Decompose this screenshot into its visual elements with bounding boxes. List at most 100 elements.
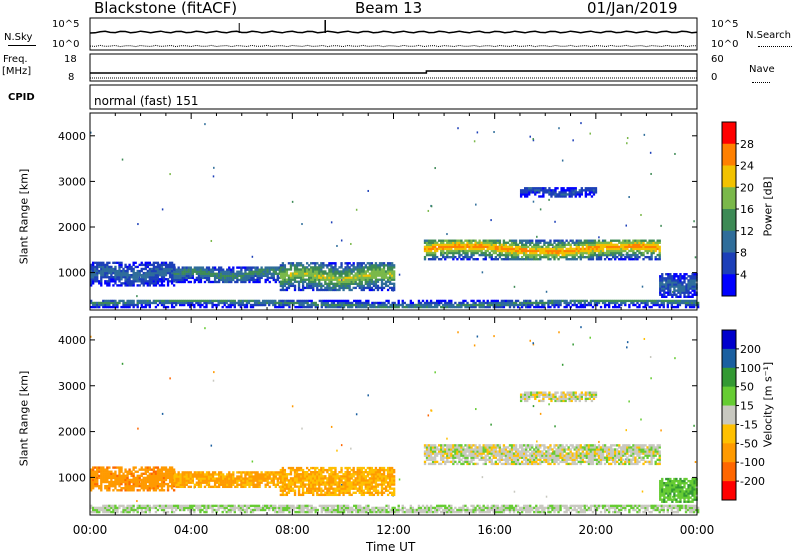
power-cell xyxy=(386,280,390,283)
power-cell xyxy=(367,299,370,303)
power-cell xyxy=(583,249,587,253)
velocity-cell xyxy=(112,480,115,484)
power-cell xyxy=(626,239,629,242)
power-cell xyxy=(282,299,285,303)
velocity-cell xyxy=(350,475,353,478)
power-cell xyxy=(446,301,449,305)
power-cell xyxy=(266,266,269,269)
power-cell xyxy=(106,269,109,273)
velocity-cell xyxy=(264,485,267,489)
power-cell xyxy=(261,299,265,303)
velocity-cell xyxy=(137,427,139,430)
power-cell xyxy=(649,151,652,154)
power-cell xyxy=(671,279,674,282)
velocity-cell xyxy=(110,476,113,480)
velocity-cell xyxy=(312,493,315,497)
velocity-cell xyxy=(126,476,129,480)
velocity-cell xyxy=(108,474,111,478)
power-cell xyxy=(648,247,651,251)
power-cell xyxy=(295,272,299,275)
power-cell xyxy=(140,280,143,283)
power-cell xyxy=(540,195,543,198)
power-cell xyxy=(679,279,682,282)
power-cell xyxy=(628,255,631,259)
power-cell xyxy=(531,249,534,253)
power-cell xyxy=(446,251,449,255)
velocity-cell xyxy=(185,479,188,482)
power-cell xyxy=(324,288,327,292)
power-cell xyxy=(122,305,125,309)
power-cell xyxy=(448,255,451,259)
power-cell xyxy=(628,196,630,199)
power-cell xyxy=(567,303,570,307)
power-cell xyxy=(636,305,639,309)
velocity-cell xyxy=(291,481,295,484)
power-cell xyxy=(494,301,497,305)
power-cell xyxy=(528,193,531,196)
velocity-cell xyxy=(238,475,241,478)
velocity-cell xyxy=(222,483,225,486)
power-cell xyxy=(262,270,265,273)
power-cell xyxy=(380,262,384,265)
power-cell xyxy=(498,245,502,249)
power-cell xyxy=(316,272,319,275)
power-cell xyxy=(280,301,283,305)
power-cell xyxy=(550,189,553,192)
power-cell xyxy=(100,282,103,285)
power-cell xyxy=(595,303,599,307)
power-cell xyxy=(179,270,182,273)
power-cell xyxy=(289,262,293,265)
velocity-cell xyxy=(164,476,168,480)
power-cell xyxy=(179,278,182,282)
power-cell xyxy=(316,276,319,279)
power-cell xyxy=(314,272,317,275)
velocity-cell xyxy=(209,477,213,480)
velocity-cell xyxy=(326,479,329,482)
power-cell xyxy=(431,243,435,247)
power-cell xyxy=(152,267,156,271)
power-cell xyxy=(518,251,522,255)
velocity-cell xyxy=(338,493,341,497)
power-cell xyxy=(314,264,317,267)
velocity-cell xyxy=(322,481,325,484)
power-cell xyxy=(136,301,139,305)
power-cell xyxy=(609,299,613,303)
velocity-cell xyxy=(232,471,235,474)
power-cell xyxy=(197,301,200,305)
velocity-cell xyxy=(434,371,436,374)
power-cell xyxy=(166,267,170,271)
power-cell xyxy=(567,249,570,253)
velocity-cell xyxy=(96,472,99,475)
power-cell xyxy=(690,303,694,307)
power-cell xyxy=(476,245,479,249)
velocity-cell xyxy=(181,485,184,489)
power-cell xyxy=(240,272,243,275)
power-cell xyxy=(618,251,621,255)
power-cell xyxy=(586,193,590,196)
power-cell xyxy=(518,301,522,305)
power-cell xyxy=(166,280,170,283)
velocity-cell xyxy=(162,482,166,486)
power-cell xyxy=(164,271,168,275)
velocity-cell xyxy=(177,483,180,486)
velocity-cell xyxy=(354,473,357,476)
velocity-cell xyxy=(260,481,263,484)
power-cell xyxy=(496,239,500,242)
power-cell xyxy=(303,280,307,283)
power-cell xyxy=(124,276,127,279)
power-cell xyxy=(481,271,484,274)
velocity-cell xyxy=(322,493,325,497)
velocity-cell xyxy=(332,477,335,480)
velocity-cell xyxy=(344,466,347,470)
power-cell xyxy=(650,305,653,309)
velocity-cell xyxy=(308,479,311,482)
power-cell xyxy=(330,303,334,307)
power-cell xyxy=(291,274,295,277)
power-cell xyxy=(226,278,229,282)
velocity-cell xyxy=(330,485,333,488)
power-cell xyxy=(500,243,504,247)
power-cell xyxy=(427,249,431,253)
power-cell xyxy=(575,249,578,253)
power-cell xyxy=(213,280,217,284)
power-cell xyxy=(603,245,607,249)
